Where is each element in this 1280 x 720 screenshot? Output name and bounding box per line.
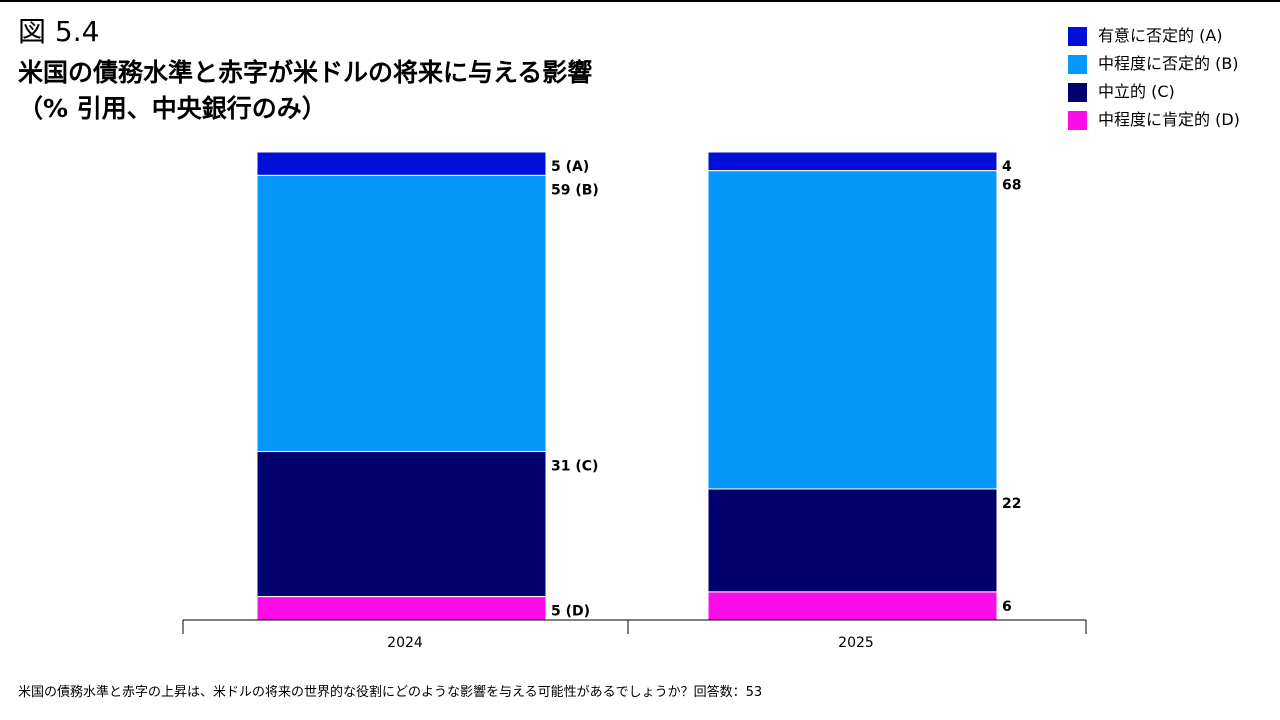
data-label-2024-c: 31 (C) [551, 459, 598, 475]
legend-swatch-a [1068, 26, 1087, 46]
top-rule [0, 0, 1280, 2]
chart-title: 米国の債務水準と赤字が米ドルの将来に与える影響 [18, 58, 593, 87]
legend-item-d: 中程度に肯定的 (D) [1068, 106, 1240, 134]
legend-swatch-c [1068, 82, 1087, 102]
legend-label-d: 中程度に肯定的 (D) [1098, 110, 1240, 129]
footnote: 米国の債務水準と赤字の上昇は、米ドルの将来の世界的な役割にどのような影響を与える… [18, 685, 763, 700]
figure-number: 図 5.4 [18, 15, 100, 48]
data-label-2025-d: 6 [1002, 599, 1012, 615]
data-label-2025-b: 68 [1002, 178, 1021, 194]
data-label-2024-b: 59 (B) [551, 182, 599, 198]
legend-swatch-d [1068, 110, 1087, 130]
bar-2025-b [707, 170, 998, 490]
x-tick-label-2025: 2025 [838, 635, 874, 651]
legend-label-a: 有意に否定的 (A) [1098, 26, 1223, 45]
legend-item-c: 中立的 (C) [1068, 78, 1240, 106]
bar-2024-b [256, 174, 547, 453]
data-label-2024-d: 5 (D) [551, 604, 590, 620]
bar-2024-a [256, 151, 547, 176]
legend-swatch-b [1068, 54, 1087, 74]
legend-item-b: 中程度に否定的 (B) [1068, 50, 1240, 78]
bar-2025-c [707, 488, 998, 593]
data-label-2025-a: 4 [1002, 159, 1012, 175]
x-tick-label-2024: 2024 [387, 635, 423, 651]
legend: 有意に否定的 (A) 中程度に否定的 (B) 中立的 (C) 中程度に肯定的 (… [1068, 22, 1240, 134]
bar-2024-c [256, 451, 547, 598]
bar-2025-a [707, 151, 998, 172]
bar-2025-d [707, 591, 998, 621]
chart-subtitle: （% 引用、中央銀行のみ） [18, 94, 327, 123]
legend-label-b: 中程度に否定的 (B) [1098, 54, 1239, 73]
bar-2024-d [256, 596, 547, 621]
data-label-2024-a: 5 (A) [551, 159, 589, 175]
legend-label-c: 中立的 (C) [1098, 82, 1175, 101]
legend-item-a: 有意に否定的 (A) [1068, 22, 1240, 50]
data-label-2025-c: 22 [1002, 496, 1021, 512]
